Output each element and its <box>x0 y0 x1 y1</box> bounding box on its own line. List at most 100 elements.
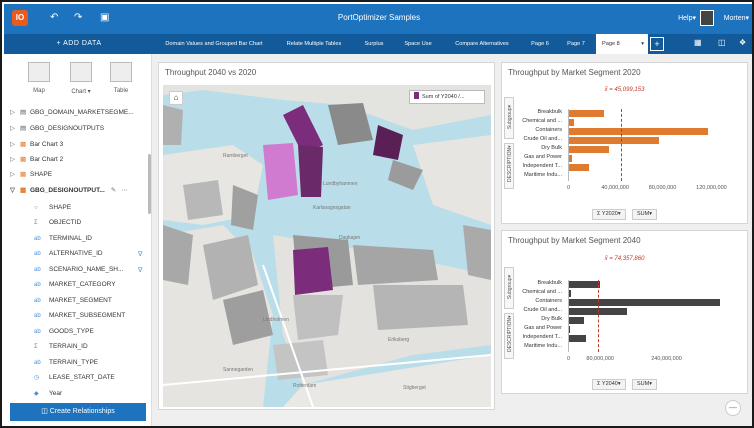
chart-viz-button[interactable] <box>70 62 92 82</box>
terminal-area[interactable] <box>163 105 183 145</box>
tab-compare-alternatives[interactable]: Compare Alternatives <box>455 41 509 47</box>
field-market-segment[interactable]: ab MARKET_SEGMENT <box>34 297 112 304</box>
bar[interactable] <box>568 128 708 135</box>
aggregation-dropdown[interactable]: SUM▾ <box>632 209 657 220</box>
field-terrain-id[interactable]: Σ TERRAIN_ID <box>34 343 88 350</box>
terminal-area[interactable] <box>328 103 373 145</box>
home-button[interactable]: ⌂ <box>169 91 183 105</box>
bar[interactable] <box>568 119 574 126</box>
collapse-button[interactable]: — <box>725 400 741 416</box>
description-tab[interactable]: DESCRIPTION▾ <box>504 143 514 189</box>
terminal-area[interactable] <box>388 160 423 190</box>
add-page-button[interactable]: + <box>650 37 664 51</box>
bar[interactable] <box>568 290 572 297</box>
user-menu[interactable]: Morten▾ <box>723 15 749 22</box>
dataset-shape[interactable]: ▷ ▩ SHAPE <box>10 170 52 178</box>
dataset-designoutputs-layer[interactable]: ▽ ▩ GBG_DESIGNOUTPUT... ✎ ⋯ <box>10 186 128 194</box>
terminal-area[interactable] <box>463 225 491 280</box>
undo-icon[interactable]: ↶ <box>50 12 59 23</box>
bar[interactable] <box>568 146 610 153</box>
terminal-area[interactable] <box>293 295 343 340</box>
save-icon[interactable]: ▣ <box>100 12 110 23</box>
map-view[interactable]: Dagkajen Ramberget Lindholmen Eriksberg … <box>163 85 491 407</box>
expand-icon[interactable]: ▷ <box>10 171 15 178</box>
panel-scrollbar[interactable] <box>148 154 151 214</box>
bar[interactable] <box>568 281 600 288</box>
field-shape[interactable]: ○ SHAPE <box>34 204 71 211</box>
terminal-area[interactable] <box>273 340 328 380</box>
chart-card-2040[interactable]: Throughput by Market Segment 2040 x̄ = 7… <box>501 230 748 394</box>
add-data-button[interactable]: + ADD DATA <box>56 40 102 47</box>
chevron-down-icon[interactable]: ▾ <box>641 41 644 47</box>
grid-icon[interactable]: ▦ <box>694 38 702 47</box>
expand-icon[interactable]: ▷ <box>10 109 15 116</box>
tab-relate-tables[interactable]: Relate Multiple Tables <box>286 41 342 47</box>
tab-page-6[interactable]: Page 6 <box>531 41 549 47</box>
map-viz-button[interactable] <box>28 62 50 82</box>
bar[interactable] <box>568 308 627 315</box>
dataset-designoutputs[interactable]: ▷ ▤ GBG_DESIGNOUTPUTS <box>10 124 104 132</box>
collapse-icon[interactable]: ▽ <box>10 187 15 194</box>
expand-icon[interactable]: ▷ <box>10 156 15 163</box>
field-market-subsegment[interactable]: ab MARKET_SUBSEGMENT <box>34 312 125 319</box>
field-lease-start-date[interactable]: ◷ LEASE_START_DATE <box>34 374 115 381</box>
subgroup-tab[interactable]: Subgroup▾ <box>504 97 514 139</box>
field-alternative-id[interactable]: ab ALTERNATIVE_ID ∇ <box>34 250 142 258</box>
avatar[interactable] <box>700 10 714 26</box>
table-viz-button[interactable] <box>110 62 132 82</box>
tab-domain-values[interactable]: Domain Values and Grouped Bar Chart <box>165 41 263 47</box>
aggregation-dropdown[interactable]: SUM▾ <box>632 379 657 390</box>
terminal-area[interactable] <box>223 290 273 345</box>
create-relationships-button[interactable]: ◫ Create Relationships <box>10 403 146 421</box>
description-tab[interactable]: DESCRIPTION▾ <box>504 313 514 359</box>
y-field-dropdown[interactable]: Σ Y2040▾ <box>592 379 626 390</box>
terminal-area[interactable] <box>163 225 193 285</box>
field-scenario-name[interactable]: ab SCENARIO_NAME_SH... ∇ <box>34 266 142 274</box>
dataset-domain-marketsegment[interactable]: ▷ ▤ GBG_DOMAIN_MARKETSEGME... <box>10 108 134 116</box>
y-field-dropdown[interactable]: Σ Y2020▾ <box>592 209 626 220</box>
terminal-area[interactable] <box>373 285 468 330</box>
bar[interactable] <box>568 137 660 144</box>
chart-card-2020[interactable]: Throughput by Market Segment 2020 x̄ = 4… <box>501 62 748 224</box>
tab-page-8[interactable]: Page 8 ▾ <box>596 34 648 54</box>
app-logo[interactable]: IO <box>12 10 28 26</box>
terminal-area[interactable] <box>283 105 323 155</box>
terminal-area[interactable] <box>353 245 438 285</box>
bar[interactable] <box>568 335 586 342</box>
dataset-bar-chart-2[interactable]: ▷ ▩ Bar Chart 2 <box>10 155 63 163</box>
dataset-bar-chart-3[interactable]: ▷ ▩ Bar Chart 3 <box>10 140 63 148</box>
expand-icon[interactable]: ▷ <box>10 125 15 132</box>
bar[interactable] <box>568 110 604 117</box>
tab-space-use[interactable]: Space Use <box>404 41 432 47</box>
edit-icon[interactable]: ✎ <box>110 187 117 194</box>
tab-page-7[interactable]: Page 7 <box>567 41 585 47</box>
terminal-area[interactable] <box>203 235 258 300</box>
expand-icon[interactable]: ▷ <box>10 141 15 148</box>
subgroup-tab[interactable]: Subgroup▾ <box>504 267 514 309</box>
field-year[interactable]: ◆ Year <box>34 390 62 397</box>
terminal-area[interactable] <box>231 185 258 230</box>
field-objectid[interactable]: Σ OBJECTID <box>34 219 81 226</box>
bar[interactable] <box>568 299 720 306</box>
terminal-area[interactable] <box>373 125 403 160</box>
filter-icon[interactable]: ∇ <box>138 251 143 258</box>
field-goods-type[interactable]: ab GOODS_TYPE <box>34 328 94 335</box>
field-market-category[interactable]: ab MARKET_CATEGORY <box>34 281 116 288</box>
layout-icon[interactable]: ◫ <box>718 38 726 47</box>
more-icon[interactable]: ⋯ <box>121 187 128 194</box>
tab-surplus[interactable]: Surplus <box>364 41 384 47</box>
map-svg[interactable] <box>163 85 491 407</box>
bar[interactable] <box>568 164 590 171</box>
bar[interactable] <box>568 317 585 324</box>
field-terrain-type[interactable]: ab TERRAIN_TYPE <box>34 359 98 366</box>
terminal-area[interactable] <box>293 247 333 295</box>
filter-icon[interactable]: ∇ <box>138 267 143 274</box>
terminal-area[interactable] <box>298 145 323 197</box>
settings-icon[interactable]: ❖ <box>739 38 747 47</box>
bar[interactable] <box>568 155 572 162</box>
redo-icon[interactable]: ↷ <box>74 12 83 23</box>
terminal-area[interactable] <box>183 180 223 220</box>
help-menu[interactable]: Help▾ <box>678 15 696 22</box>
terminal-area[interactable] <box>263 143 298 200</box>
field-terminal-id[interactable]: ab TERMINAL_ID <box>34 235 92 242</box>
